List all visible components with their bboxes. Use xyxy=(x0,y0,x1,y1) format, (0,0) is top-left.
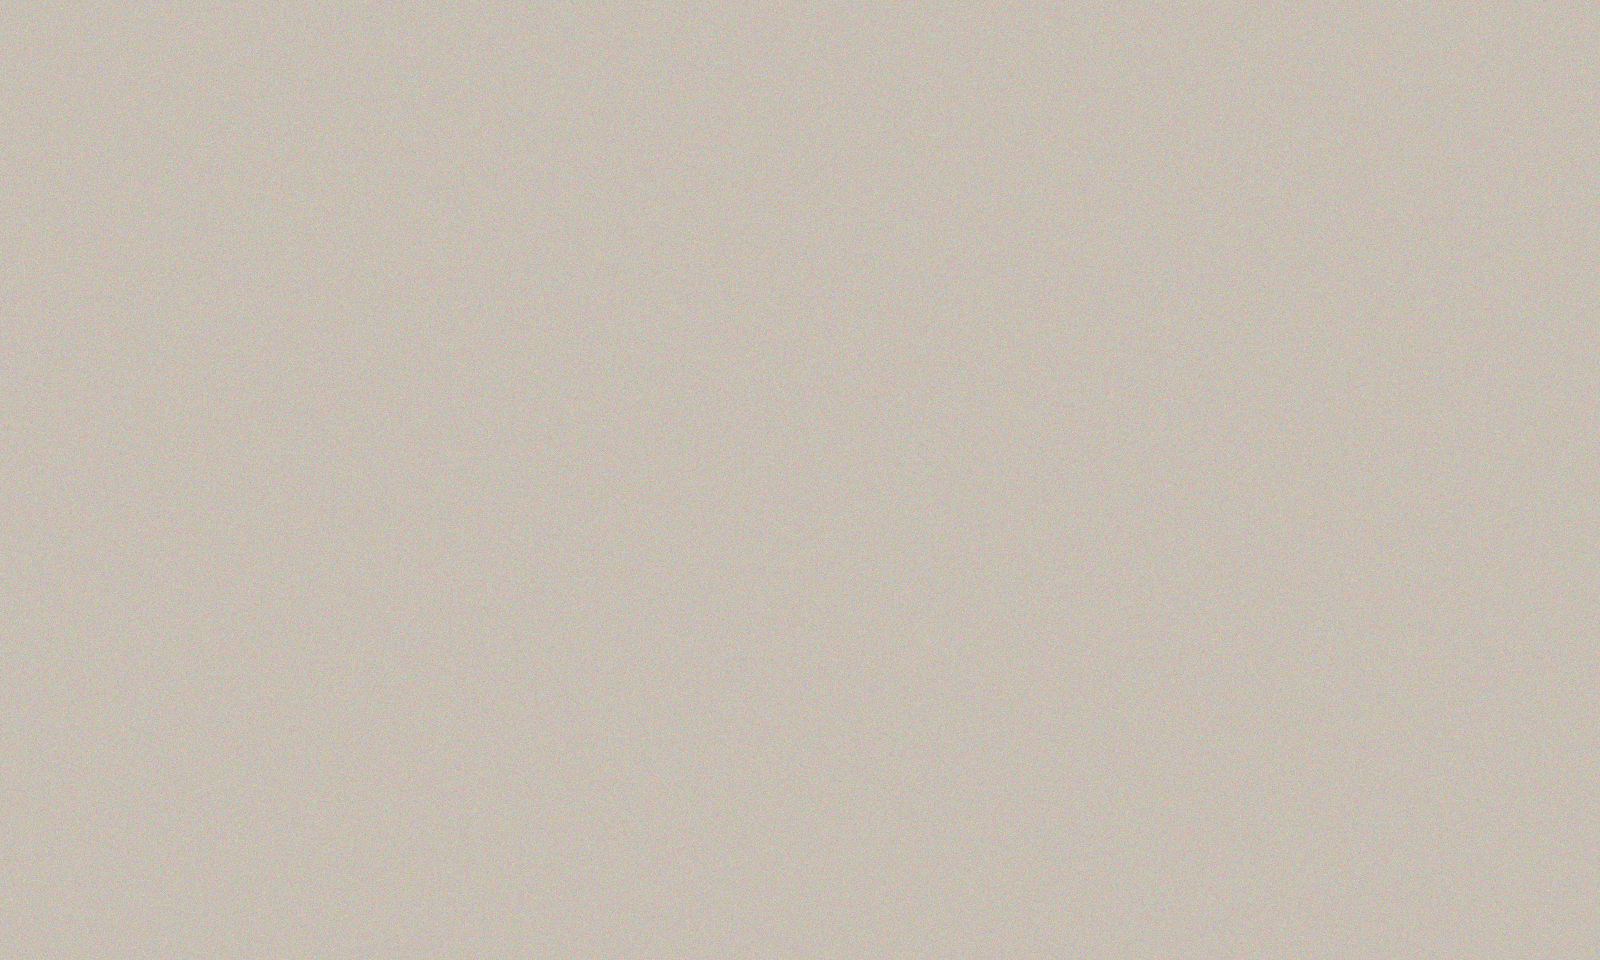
Text: 7/3/19: 7/3/19 xyxy=(1392,703,1442,717)
Point xyxy=(1109,128,1134,143)
Text: 4.32%: 4.32% xyxy=(216,399,288,420)
Point xyxy=(739,377,765,393)
Text: 3.49%: 3.49% xyxy=(1213,864,1339,898)
Text: MORTGAGE RATES: MORTGAGE RATES xyxy=(448,148,904,190)
Point xyxy=(246,455,272,470)
Point xyxy=(430,490,456,505)
Point xyxy=(677,431,702,446)
Point xyxy=(1416,836,1442,852)
Point xyxy=(493,578,518,593)
Point xyxy=(554,612,579,627)
Point xyxy=(923,265,949,280)
Point xyxy=(370,455,395,470)
Text: 11/15/18: 11/15/18 xyxy=(1152,121,1232,139)
Text: 4.94%: 4.94% xyxy=(1152,92,1258,121)
Point xyxy=(1170,417,1195,432)
Text: Source: Freddie Mac: Source: Freddie Mac xyxy=(1368,919,1538,937)
Text: 3.95%: 3.95% xyxy=(586,639,658,660)
Text: Steep drop in rates means
savings for new-home buyers: Steep drop in rates means savings for ne… xyxy=(448,229,797,286)
Text: 12/29/16: 12/29/16 xyxy=(216,420,285,434)
Y-axis label: MORTGAGE RATES: MORTGAGE RATES xyxy=(14,388,29,543)
Text: 11/16/17: 11/16/17 xyxy=(586,624,653,639)
Point xyxy=(800,338,826,353)
Text: 9/5/19: 9/5/19 xyxy=(1213,845,1277,864)
Point xyxy=(184,431,210,446)
Point xyxy=(1355,709,1381,725)
Text: 3.75%: 3.75% xyxy=(1392,683,1464,703)
